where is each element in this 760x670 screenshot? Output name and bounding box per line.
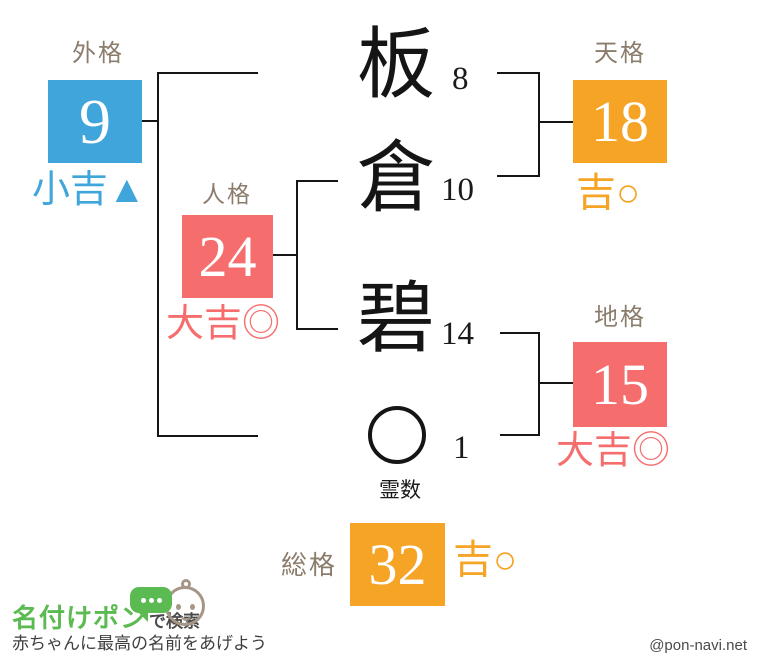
stroke-count-ghost: 1 bbox=[453, 430, 470, 466]
stroke-count-2: 10 bbox=[441, 172, 474, 208]
bubble-dot bbox=[148, 597, 154, 603]
bracket-person-stub bbox=[273, 254, 298, 256]
stroke-count-3: 14 bbox=[441, 316, 474, 352]
name-char-3: 碧 bbox=[356, 275, 435, 362]
bracket-person-top bbox=[296, 180, 338, 182]
bubble-dot bbox=[140, 597, 146, 603]
bracket-heaven-vertical bbox=[538, 72, 540, 177]
name-char-1: 板 bbox=[356, 21, 435, 108]
baby-mouth bbox=[181, 611, 191, 621]
stroke-count-1: 8 bbox=[452, 61, 469, 97]
baby-hair-curl bbox=[181, 579, 191, 589]
gaikaku-value-box: 9 bbox=[48, 80, 142, 163]
soukaku-fortune: 吉○ bbox=[453, 537, 518, 582]
chikaku-value-box: 15 bbox=[573, 342, 667, 427]
baby-eye-right bbox=[190, 604, 195, 610]
jinkaku-label: 人格 bbox=[202, 181, 252, 207]
bracket-outer-vertical bbox=[157, 72, 159, 437]
chikaku-label: 地格 bbox=[594, 304, 646, 331]
bracket-outer-bottom bbox=[157, 435, 258, 437]
bracket-heaven-bottom bbox=[497, 175, 540, 177]
bracket-outer-stub bbox=[142, 120, 159, 122]
speech-bubble-icon bbox=[130, 587, 172, 622]
ghost-number-label: 霊数 bbox=[379, 478, 421, 502]
gaikaku-fortune: 小吉▲ bbox=[32, 169, 146, 211]
bubble-dot bbox=[156, 597, 162, 603]
bracket-person-bottom bbox=[296, 328, 338, 330]
jinkaku-value-box: 24 bbox=[182, 215, 273, 298]
bracket-earth-bottom bbox=[500, 434, 540, 436]
chikaku-fortune: 大吉◎ bbox=[556, 430, 671, 472]
ghost-number-circle bbox=[368, 406, 426, 464]
bracket-earth-vertical bbox=[538, 332, 540, 436]
baby-eye-left bbox=[176, 604, 181, 610]
name-char-2: 倉 bbox=[356, 134, 435, 221]
soukaku-label: 総格 bbox=[281, 550, 338, 580]
bracket-earth-top bbox=[500, 332, 540, 334]
jinkaku-fortune: 大吉◎ bbox=[166, 303, 281, 345]
bracket-heaven-top bbox=[497, 72, 540, 74]
bracket-outer-top bbox=[157, 72, 258, 74]
tenkaku-fortune: 吉○ bbox=[576, 170, 641, 215]
bracket-earth-stub bbox=[538, 382, 573, 384]
gaikaku-label: 外格 bbox=[72, 40, 124, 67]
bracket-heaven-stub bbox=[538, 121, 573, 123]
brand-tagline: 赤ちゃんに最高の名前をあげよう bbox=[12, 634, 267, 653]
tenkaku-value-box: 18 bbox=[573, 80, 667, 163]
brand-name: 名付けポン bbox=[12, 603, 148, 633]
tenkaku-label: 天格 bbox=[594, 40, 646, 67]
site-credit: @pon-navi.net bbox=[649, 637, 747, 654]
soukaku-value-box: 32 bbox=[350, 523, 445, 606]
bubble-tail bbox=[137, 611, 148, 622]
